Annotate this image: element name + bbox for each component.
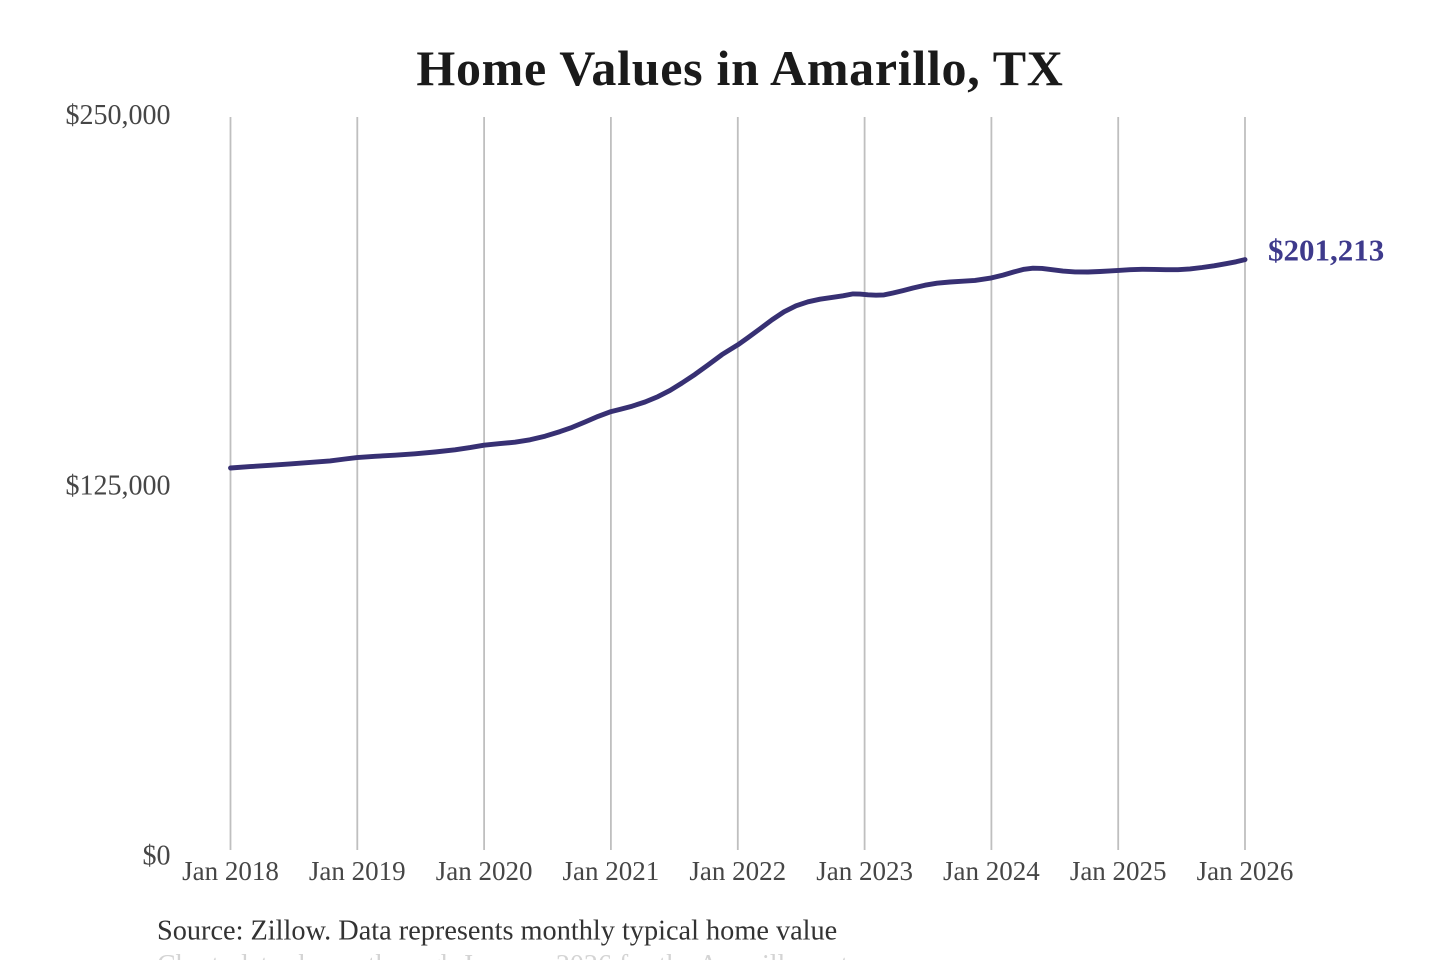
svg-text:Source: Zillow. Data represent: Source: Zillow. Data represents monthly …	[157, 916, 837, 947]
svg-text:Jan 2025: Jan 2025	[1070, 856, 1167, 886]
svg-text:$250,000: $250,000	[66, 100, 171, 131]
svg-text:$0: $0	[143, 841, 171, 872]
svg-text:$125,000: $125,000	[66, 471, 171, 502]
svg-text:Jan 2023: Jan 2023	[816, 856, 913, 886]
svg-text:$201,213: $201,213	[1268, 233, 1384, 268]
svg-text:Jan 2019: Jan 2019	[309, 856, 406, 886]
svg-text:Jan 2021: Jan 2021	[563, 856, 660, 886]
svg-text:Jan 2026: Jan 2026	[1197, 856, 1294, 886]
svg-text:Jan 2020: Jan 2020	[436, 856, 533, 886]
svg-text:Jan 2018: Jan 2018	[182, 856, 279, 886]
svg-text:Jan 2024: Jan 2024	[943, 856, 1040, 886]
svg-text:Chart: data shown through Janu: Chart: data shown through January 2026 f…	[157, 950, 872, 960]
svg-text:Jan 2022: Jan 2022	[689, 856, 786, 886]
svg-text:Home Values in Amarillo, TX: Home Values in Amarillo, TX	[416, 40, 1063, 96]
